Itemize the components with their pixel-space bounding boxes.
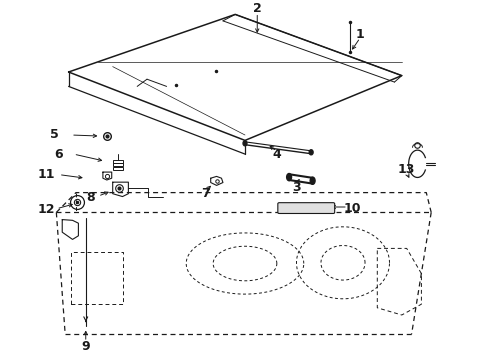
Bar (113, 167, 122, 170)
FancyBboxPatch shape (278, 203, 335, 213)
Text: 4: 4 (272, 148, 281, 161)
Text: 3: 3 (292, 181, 301, 194)
Bar (113, 160, 122, 163)
Ellipse shape (309, 150, 313, 155)
Text: 11: 11 (38, 168, 55, 181)
Text: 12: 12 (38, 203, 55, 216)
Text: 2: 2 (253, 3, 262, 15)
Text: 10: 10 (344, 202, 362, 215)
Text: 13: 13 (398, 163, 416, 176)
Ellipse shape (310, 177, 315, 184)
Text: 5: 5 (49, 129, 58, 141)
Ellipse shape (243, 141, 247, 146)
Text: 9: 9 (81, 340, 90, 353)
Bar (113, 163, 122, 166)
Text: 8: 8 (86, 191, 95, 204)
Text: 6: 6 (54, 148, 63, 161)
Text: 7: 7 (201, 187, 210, 200)
Text: 1: 1 (356, 28, 365, 41)
Ellipse shape (287, 174, 292, 181)
